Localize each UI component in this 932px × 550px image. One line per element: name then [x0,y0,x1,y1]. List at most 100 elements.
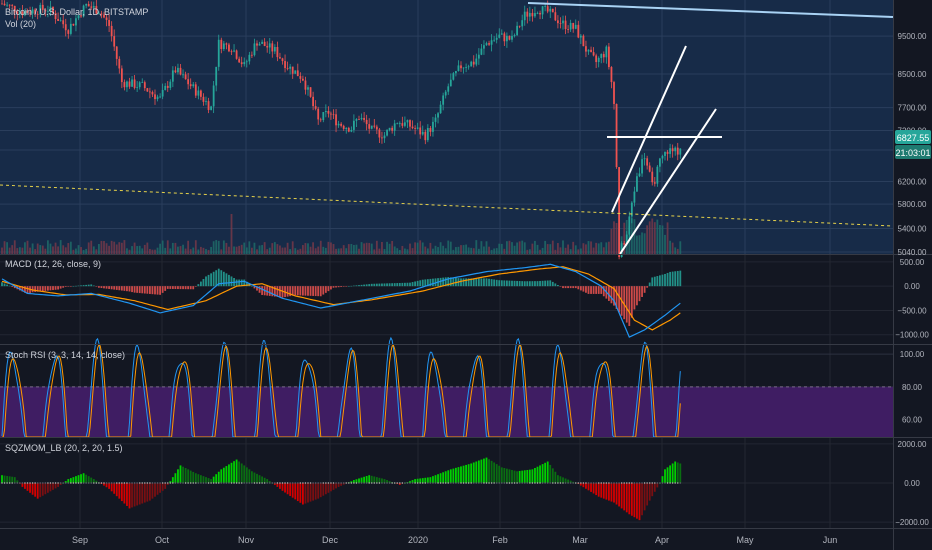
time-axis[interactable]: Sep Oct Nov Dec 2020 Feb Mar Apr May Jun [72,535,837,545]
sqzmom-zero-dot [246,482,248,484]
sqzmom-zero-dot [389,482,391,484]
volume-bar [643,233,646,254]
volume-bar [564,247,567,254]
sqzmom-bar [159,483,161,493]
macd-pane[interactable]: MACD (12, 26, close, 9) [0,255,893,344]
volume-bar [569,249,572,254]
candle-body [289,66,292,69]
volume-bar [80,247,82,254]
sqzmom-zero-dot [493,482,495,484]
candle-body [171,70,174,82]
macd-histogram-bar [138,286,141,294]
macd-histogram-bar [182,286,184,290]
sqzmom-bar [151,483,154,499]
volume-label: Vol (20) [5,19,36,29]
volume-bar [225,242,228,254]
macd-histogram-bar [13,286,16,289]
candle-body [6,4,8,6]
volume-bar [330,242,332,254]
volume-bar [18,247,21,254]
sqzmom-bar [378,477,381,483]
price-axis-tick-label: 5800.00 [898,200,927,209]
sqzmom-bar [523,470,526,483]
sqzmom-zero-dot [70,482,72,484]
sqzmom-bar [128,483,131,509]
volume-bar [138,245,141,254]
dotted-support-line[interactable] [0,184,894,227]
sqzmom-zero-dot [638,482,641,484]
candle-body [335,114,337,126]
sqzmom-bar [528,469,531,483]
volume-bar [536,244,539,254]
channel-lower-line[interactable] [619,108,717,255]
price-pane[interactable]: Bitcoin / U.S. Dollar, 1D, BITSTAMP Vol … [0,0,894,260]
macd-histogram-bar [177,286,179,290]
sqzmom-zero-dot [455,482,457,484]
sqzmom-zero-dot [567,482,569,484]
volume-bar [442,245,445,254]
drawings[interactable] [0,2,894,255]
macd-histogram-bar [240,279,243,287]
candle-body [569,22,572,30]
sqzmom-bar [179,465,182,483]
resistance-trendline[interactable] [527,2,894,18]
volume-bar [222,240,225,254]
sqzmom-bar [375,477,378,483]
sqzmom-bar [641,483,643,516]
macd-histogram-bar [141,286,144,294]
candle-body [539,12,541,15]
candle-body [149,91,151,93]
sqzmom-bar [210,479,212,483]
macd-histogram-bar [444,277,447,287]
sqzmom-zero-dot [258,482,261,484]
sqzmom-zero-dot [442,482,444,484]
candle-body [85,3,88,6]
volume-bar [174,242,177,254]
channel-upper-line[interactable] [611,45,687,213]
volume-bar [67,243,70,254]
macd-histogram-bar [426,279,429,287]
sqzmom-bar [192,471,195,483]
candle-body [294,70,297,74]
volume-bar [72,249,75,254]
sqzmom-zero-dot [465,482,467,484]
candle-body [551,8,554,13]
volume-bar [215,240,218,254]
volume-bar [483,246,485,254]
candle-body [648,165,651,172]
sqzmom-zero-dot [381,482,383,484]
macd-histogram-bar [630,286,633,318]
candle-body [108,19,110,26]
macd-histogram-bar [618,286,620,313]
sqzmom-zero-dot [65,482,67,484]
macd-histogram-bar [62,286,65,288]
sqzmom-bar [444,471,447,483]
candle-body [363,117,365,120]
sqzmom-pane[interactable]: SQZMOM_LB (20, 2, 20, 1.5) [0,438,893,528]
stoch-rsi-pane[interactable]: Stoch RSI (3, 3, 14, 14, close) [0,336,893,438]
candle-body [381,137,383,139]
volume-bar [355,244,358,254]
volume-bar [136,246,139,254]
macd-histogram-bar [161,286,164,293]
sqzmom-zero-dot [21,482,23,484]
volume-bar [54,242,57,254]
sqzmom-zero-dot [236,482,238,484]
sqzmom-bar [251,471,253,483]
sqzmom-bar [26,483,29,491]
sqzmom-zero-dot [348,482,350,484]
volume-bar [656,219,659,254]
candle-body [312,96,314,107]
macd-histogram-bar [69,286,72,287]
sqzmom-zero-dot [238,482,240,484]
candle-body [449,79,452,87]
volume-bar [646,225,649,254]
sqzmom-bar [220,469,223,483]
sqzmom-zero-dot [536,482,539,484]
volume-bar [345,248,348,254]
sqzmom-zero-dot [279,482,281,484]
sqzmom-zero-dot [669,482,671,484]
volume-bar [131,246,133,254]
price-axis-tick-label: 9500.00 [898,32,927,41]
